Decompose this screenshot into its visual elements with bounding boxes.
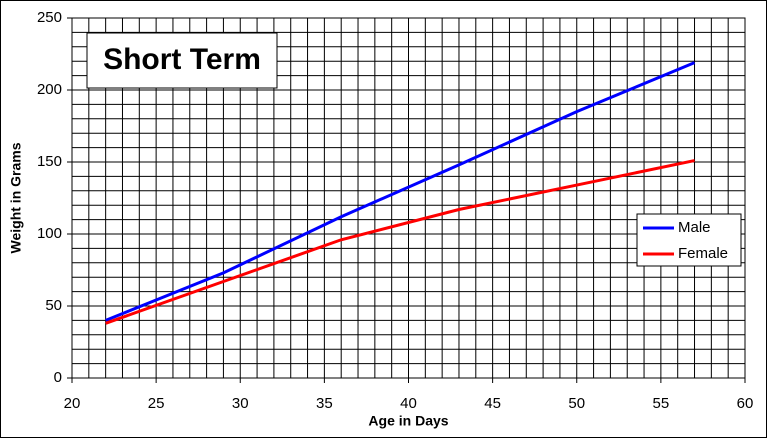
- y-tick-label: 100: [37, 225, 62, 242]
- legend-box: [636, 213, 742, 267]
- legend-label: Male: [678, 219, 711, 236]
- plot-frame: [71, 17, 746, 379]
- series-line: [105, 159, 695, 325]
- y-tick-label: 50: [45, 297, 62, 314]
- x-tick-label: 60: [737, 395, 754, 412]
- x-axis-label: Age in Days: [368, 413, 448, 429]
- x-tick-label: 30: [232, 395, 249, 412]
- y-tick-label: 200: [37, 81, 62, 98]
- x-tick-label: 20: [64, 395, 81, 412]
- y-tick-label: 250: [37, 9, 62, 26]
- y-tick-label: 150: [37, 153, 62, 170]
- x-tick-label: 40: [400, 395, 417, 412]
- x-tick-label: 25: [148, 395, 165, 412]
- series-line: [105, 61, 696, 322]
- x-tick-label: 35: [316, 395, 333, 412]
- x-tick-label: 50: [568, 395, 585, 412]
- x-tick-label: 55: [653, 395, 670, 412]
- y-axis-label: Weight in Grams: [8, 142, 24, 253]
- chart-title: Short Term: [103, 43, 261, 76]
- title-box: [86, 32, 278, 89]
- legend-label: Female: [678, 245, 728, 262]
- x-tick-label: 45: [484, 395, 501, 412]
- y-tick-label: 0: [54, 369, 62, 386]
